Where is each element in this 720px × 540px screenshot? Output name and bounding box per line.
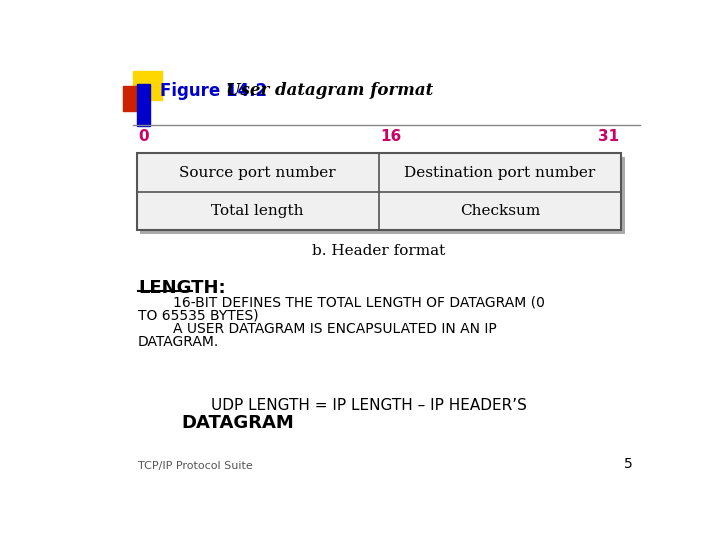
Text: UDP LENGTH = IP LENGTH – IP HEADER’S: UDP LENGTH = IP LENGTH – IP HEADER’S — [211, 398, 527, 413]
Text: 0: 0 — [138, 129, 148, 144]
Text: 31: 31 — [598, 129, 619, 144]
Text: Figure 14.2: Figure 14.2 — [160, 82, 267, 100]
Bar — [140, 157, 625, 234]
Bar — [137, 153, 621, 231]
Text: Destination port number: Destination port number — [404, 166, 595, 180]
Text: 5: 5 — [624, 457, 632, 471]
Text: 16: 16 — [380, 129, 402, 144]
Text: DATAGRAM.: DATAGRAM. — [138, 335, 220, 349]
Text: LENGTH:: LENGTH: — [138, 279, 225, 297]
Text: Total length: Total length — [212, 204, 304, 218]
Text: Checksum: Checksum — [459, 204, 540, 218]
Bar — [122, 86, 148, 111]
Text: 16-BIT DEFINES THE TOTAL LENGTH OF DATAGRAM (0: 16-BIT DEFINES THE TOTAL LENGTH OF DATAG… — [138, 296, 545, 310]
Text: TCP/IP Protocol Suite: TCP/IP Protocol Suite — [138, 461, 253, 471]
Text: A USER DATAGRAM IS ENCAPSULATED IN AN IP: A USER DATAGRAM IS ENCAPSULATED IN AN IP — [138, 322, 497, 336]
Text: User datagram format: User datagram format — [225, 82, 433, 99]
Text: DATAGRAM: DATAGRAM — [181, 414, 294, 431]
Bar — [137, 84, 150, 126]
Text: Source port number: Source port number — [179, 166, 336, 180]
Bar — [132, 71, 162, 100]
Text: b. Header format: b. Header format — [312, 244, 445, 258]
Text: TO 65535 BYTES): TO 65535 BYTES) — [138, 309, 258, 323]
